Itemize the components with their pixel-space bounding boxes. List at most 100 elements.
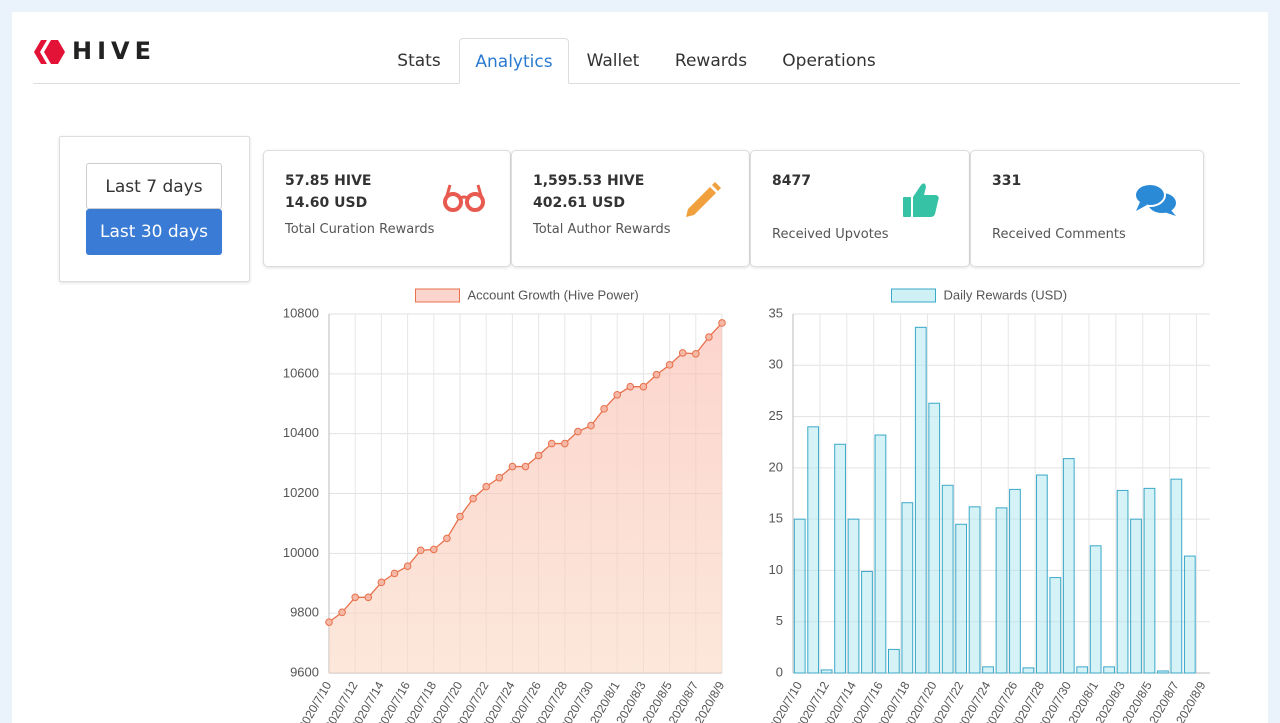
bar (955, 523, 968, 674)
point (692, 349, 700, 358)
point (639, 382, 648, 391)
bar (874, 434, 887, 674)
point (377, 578, 386, 587)
stat-card: 57.85 HIVE 14.60 USD Total Curation Rewa… (263, 150, 511, 267)
stat-value: 331 (992, 173, 1022, 189)
bar (1035, 474, 1048, 674)
y-tick-label: 10200 (283, 485, 319, 500)
charts: 9600980010000102001040010600108002020/7/… (283, 287, 1210, 723)
point (705, 333, 713, 341)
bar (1170, 478, 1183, 674)
bar (1049, 577, 1062, 674)
bar (1130, 518, 1142, 674)
y-tick-label: 10600 (283, 365, 319, 380)
point (600, 405, 608, 413)
bar (995, 507, 1008, 674)
bar (901, 502, 914, 674)
bar (847, 518, 860, 674)
y-tick-label: 15 (769, 511, 783, 526)
y-tick-label: 25 (769, 408, 783, 423)
thumbs-up-icon (903, 183, 939, 217)
bar (793, 518, 806, 674)
y-tick-label: 10800 (283, 305, 319, 320)
point (561, 439, 569, 448)
point (338, 608, 346, 617)
point (364, 593, 373, 602)
point (574, 427, 582, 436)
range-button-active[interactable]: Last 30 days (86, 209, 222, 255)
point (626, 382, 635, 391)
range-button[interactable]: Last 7 days (86, 163, 222, 209)
stat-value: 1,595.53 HIVE (533, 173, 645, 189)
area (329, 322, 722, 673)
point (495, 473, 504, 482)
bar (888, 648, 900, 674)
y-tick-label: 9600 (290, 664, 319, 679)
logo-text: HIVE (72, 37, 156, 65)
logo-icon (34, 40, 65, 64)
legend-label: Daily Rewards (USD) (944, 287, 1068, 302)
stat-card: 1,595.53 HIVE 402.61 USD Total Author Re… (511, 150, 750, 267)
point (534, 451, 543, 460)
point (587, 421, 595, 430)
tab[interactable]: Stats (397, 51, 441, 71)
legend-swatch (415, 288, 460, 303)
bar (968, 506, 981, 674)
point (456, 512, 464, 521)
stat-label: Received Comments (992, 227, 1126, 242)
bar (1022, 667, 1035, 674)
y-tick-label: 5 (776, 613, 783, 628)
stat-card: 331 Received Comments (970, 150, 1204, 267)
bar (914, 326, 927, 674)
y-tick-label: 20 (769, 459, 783, 474)
y-tick-label: 30 (769, 357, 783, 372)
point (665, 361, 674, 369)
stat-label: Total Author Rewards (533, 222, 671, 237)
bar (941, 484, 954, 674)
point (443, 534, 451, 543)
bar (861, 570, 873, 674)
bar (1103, 666, 1115, 674)
point (416, 546, 425, 555)
stat-value: 14.60 USD (285, 195, 368, 211)
tab-active[interactable]: Analytics (459, 38, 569, 84)
bar (1157, 670, 1169, 674)
y-tick-label: 9800 (290, 605, 319, 620)
stat-label: Total Curation Rewards (285, 222, 435, 237)
tab[interactable]: Operations (782, 51, 876, 71)
point (718, 319, 726, 327)
tab[interactable]: Rewards (674, 51, 748, 71)
stat-card: 8477 Received Upvotes (750, 150, 970, 267)
y-tick-label: 10 (769, 562, 783, 577)
stat-value: 402.61 USD (533, 195, 625, 211)
bar (1076, 666, 1089, 674)
tab[interactable]: Wallet (586, 51, 640, 71)
pencil-icon (686, 182, 721, 217)
point (547, 439, 556, 448)
legend-swatch (891, 288, 936, 303)
bar (820, 669, 833, 674)
point (678, 349, 687, 357)
point (482, 482, 491, 491)
y-tick-label: 10000 (283, 545, 319, 560)
stat-label: Received Upvotes (772, 227, 889, 242)
point (469, 494, 477, 503)
point (390, 569, 399, 578)
y-tick-label: 10400 (283, 425, 319, 440)
point (652, 370, 661, 379)
tab-rule (33, 83, 1240, 84)
point (508, 462, 517, 471)
glasses-icon (443, 184, 485, 212)
point (521, 462, 530, 471)
point (613, 390, 622, 399)
legend-label: Account Growth (Hive Power) (468, 287, 639, 302)
bar (1009, 488, 1021, 674)
bar (928, 402, 941, 674)
stat-value: 8477 (772, 173, 811, 189)
comments-icon (1134, 183, 1176, 216)
bar (1143, 487, 1156, 674)
y-tick-label: 35 (769, 305, 783, 320)
bar (982, 666, 994, 674)
y-tick-label: 0 (776, 664, 783, 679)
